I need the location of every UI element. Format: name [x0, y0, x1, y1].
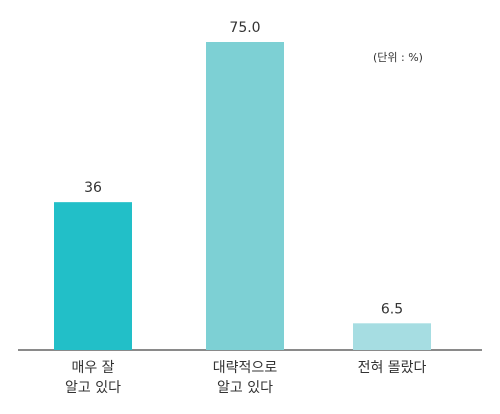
x-tick-label: 매우 잘 알고 있다: [65, 360, 121, 396]
bar: [353, 323, 431, 350]
value-label: 6.5: [381, 301, 403, 317]
unit-note: (단위 : %): [373, 51, 423, 64]
bar: [206, 42, 284, 350]
x-tick-label: 대략적으로 알고 있다: [212, 360, 278, 396]
x-tick-label: 전혀 몰랐다: [357, 360, 427, 376]
value-label: 75.0: [229, 20, 260, 36]
value-label: 36: [84, 180, 102, 196]
bar: [54, 202, 132, 350]
